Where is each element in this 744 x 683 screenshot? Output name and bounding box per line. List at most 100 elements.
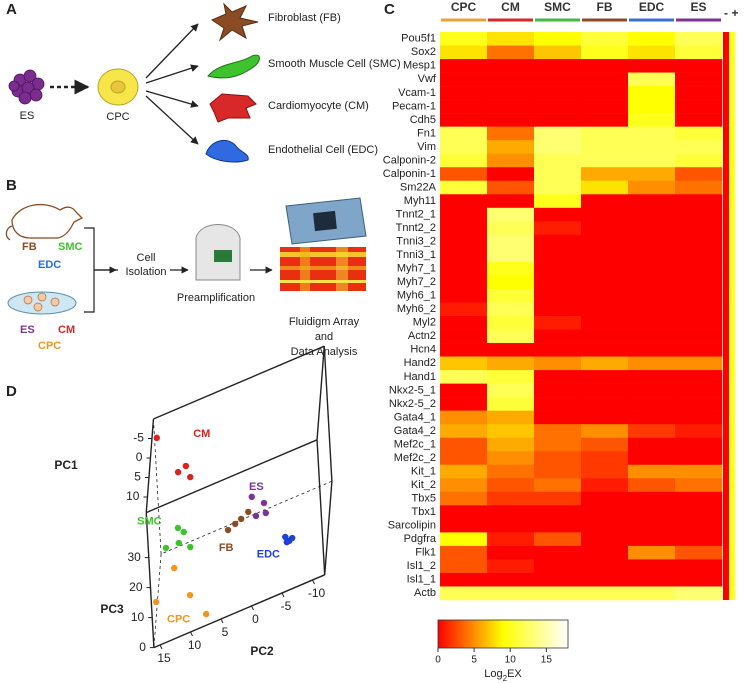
heat-cell — [534, 329, 582, 344]
gene-label: Myl2 — [413, 317, 436, 329]
gene-label: Nkx2-5_1 — [389, 384, 436, 396]
point — [186, 591, 194, 599]
edc-icon — [205, 139, 249, 163]
heat-cell — [534, 559, 582, 574]
heat-cell — [628, 586, 676, 601]
colorbar-label-part: 2 — [503, 674, 508, 683]
heat-cell — [487, 437, 535, 452]
hidden-edge — [160, 480, 333, 555]
heat-cell — [581, 113, 629, 127]
heat-cell — [487, 221, 535, 236]
colorbar-label-part: Log — [484, 668, 502, 680]
y-tick-label: 10 — [188, 638, 202, 652]
heat-cell — [440, 72, 488, 87]
heat-cell — [487, 126, 535, 141]
heat-cell — [487, 572, 535, 587]
axis-title: PC1 — [54, 458, 78, 472]
gene-label: Sarcolipin — [388, 520, 436, 532]
heat-cell — [675, 32, 723, 46]
heat-cell — [534, 410, 582, 425]
box-edge — [145, 512, 155, 648]
gene-label: Myh7_2 — [397, 276, 436, 288]
heat-cell — [581, 532, 629, 547]
heat-cell — [534, 464, 582, 479]
dish-cell — [37, 292, 47, 302]
heat-cell — [534, 532, 582, 547]
heat-cell — [487, 302, 535, 317]
heat-cell — [581, 302, 629, 317]
point — [187, 473, 194, 481]
heat-cell — [487, 45, 535, 60]
workflow-diagram: FB SMC EDC ES CM CPC Cell Isolation Prea… — [5, 197, 367, 358]
cluster-label: CM — [193, 428, 210, 440]
heat-cell — [440, 99, 488, 114]
heat-cell — [675, 45, 723, 60]
heat-cell — [581, 545, 629, 560]
arrow — [145, 23, 199, 79]
heat-cell — [628, 559, 676, 574]
tissue-label: EDC — [38, 259, 61, 271]
es-cell-icon — [8, 69, 45, 105]
control-strip — [729, 32, 735, 600]
heat-cell — [440, 451, 488, 466]
gene-label: Pou5f1 — [401, 33, 436, 45]
tick-mark — [190, 631, 193, 637]
heat-cell — [534, 180, 582, 195]
heat-cell — [440, 234, 488, 249]
control-strip — [723, 32, 729, 600]
heat-cell — [581, 153, 629, 168]
heat-cell — [534, 261, 582, 276]
point — [231, 520, 239, 528]
heat-cell — [628, 397, 676, 411]
heat-cell — [581, 478, 629, 493]
point — [248, 493, 255, 501]
colorbar-tick-label: 5 — [471, 655, 477, 666]
heat-cell — [628, 532, 676, 547]
heat-cell — [440, 126, 488, 141]
heat-cell — [440, 207, 488, 222]
heat-cell — [534, 153, 582, 168]
tick-mark — [281, 592, 285, 598]
heat-cell — [487, 356, 535, 371]
heat-cell — [487, 397, 535, 411]
colorbar-tick-label: 15 — [541, 655, 553, 666]
heat-cell — [487, 72, 535, 87]
heat-cell — [628, 329, 676, 344]
heat-cell — [675, 153, 723, 168]
heat-cell — [534, 586, 582, 601]
heat-cell — [581, 32, 629, 46]
axis-title: PC2 — [250, 644, 274, 658]
gene-label: Tnni3_1 — [396, 249, 436, 261]
heat-cell — [581, 316, 629, 330]
heat-cell — [487, 167, 535, 182]
gene-label: Tbx1 — [412, 506, 436, 518]
arrow — [145, 90, 199, 108]
box-edge — [145, 418, 155, 513]
heat-cell — [487, 559, 535, 574]
heat-cell — [534, 221, 582, 236]
heat-cell — [675, 194, 723, 209]
heat-cell — [487, 329, 535, 344]
heat-cell — [440, 424, 488, 439]
gene-label: Calponin-2 — [383, 154, 436, 166]
heat-cell — [581, 505, 629, 520]
gene-label: Mef2c_1 — [394, 438, 436, 450]
heat-cell — [534, 545, 582, 560]
y-tick-label: -10 — [308, 586, 326, 600]
gene-label: Tbx5 — [412, 492, 436, 504]
heat-cell — [675, 316, 723, 330]
step-label: Fluidigm Array — [289, 316, 360, 328]
heat-cell — [581, 451, 629, 466]
heat-cell — [534, 505, 582, 520]
point — [187, 543, 194, 551]
heat-cell — [534, 437, 582, 452]
heat-cell — [628, 410, 676, 425]
panel-letter: A — [6, 1, 17, 18]
heat-cell — [581, 397, 629, 411]
heat-cell — [628, 86, 676, 100]
gene-label: Vim — [417, 141, 436, 153]
box-edge — [323, 346, 333, 482]
heat-cell — [581, 356, 629, 371]
box-edge — [153, 345, 325, 420]
